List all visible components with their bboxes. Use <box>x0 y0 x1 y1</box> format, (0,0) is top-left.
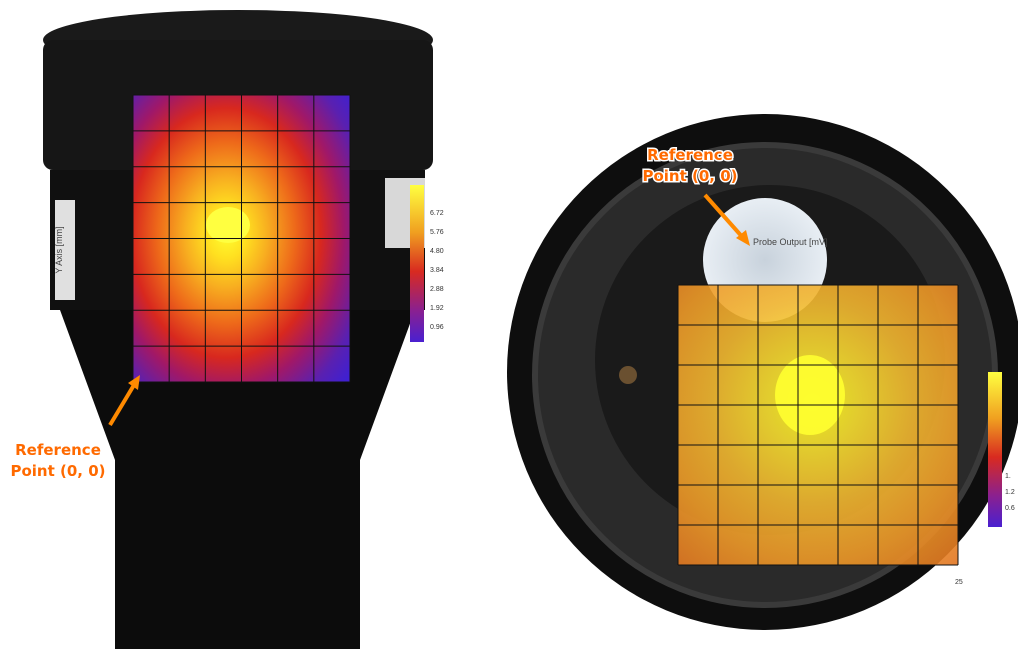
annotation: Reference <box>15 441 101 459</box>
hot-spot <box>206 207 250 243</box>
colorbar-label: 0.96 <box>430 324 444 331</box>
colorbar-label: 3.84 <box>430 267 444 274</box>
arrow-head <box>736 230 750 246</box>
annotation: Point (0, 0) <box>642 167 737 185</box>
arrow <box>108 378 139 427</box>
colorbar-label: 4.80 <box>430 248 444 255</box>
arrow-head <box>128 375 140 390</box>
colorbar-label: 1. <box>1005 473 1011 480</box>
colorbar-label: 1.92 <box>430 305 444 312</box>
left-heatmap <box>132 94 351 383</box>
legend-title: Probe Output [mV] <box>753 237 828 247</box>
colorbar-label: 0.6 <box>1005 505 1015 512</box>
colorbar-label: 2.88 <box>430 286 444 293</box>
hot-spot <box>775 355 845 435</box>
colorbar-label: 6.72 <box>430 210 444 217</box>
colorbar-label: 1.2 <box>1005 489 1015 496</box>
arrow <box>703 193 747 242</box>
x-tick: 25 <box>955 579 963 586</box>
colorbar-label: 5.76 <box>430 229 444 236</box>
right-colorbar <box>988 372 1002 527</box>
left-colorbar <box>410 185 424 342</box>
annotation: Point (0, 0) <box>10 462 105 480</box>
axis-label: Y Axis [mm] <box>54 226 64 273</box>
annotation: Reference <box>647 146 733 164</box>
right-heatmap <box>677 284 959 566</box>
